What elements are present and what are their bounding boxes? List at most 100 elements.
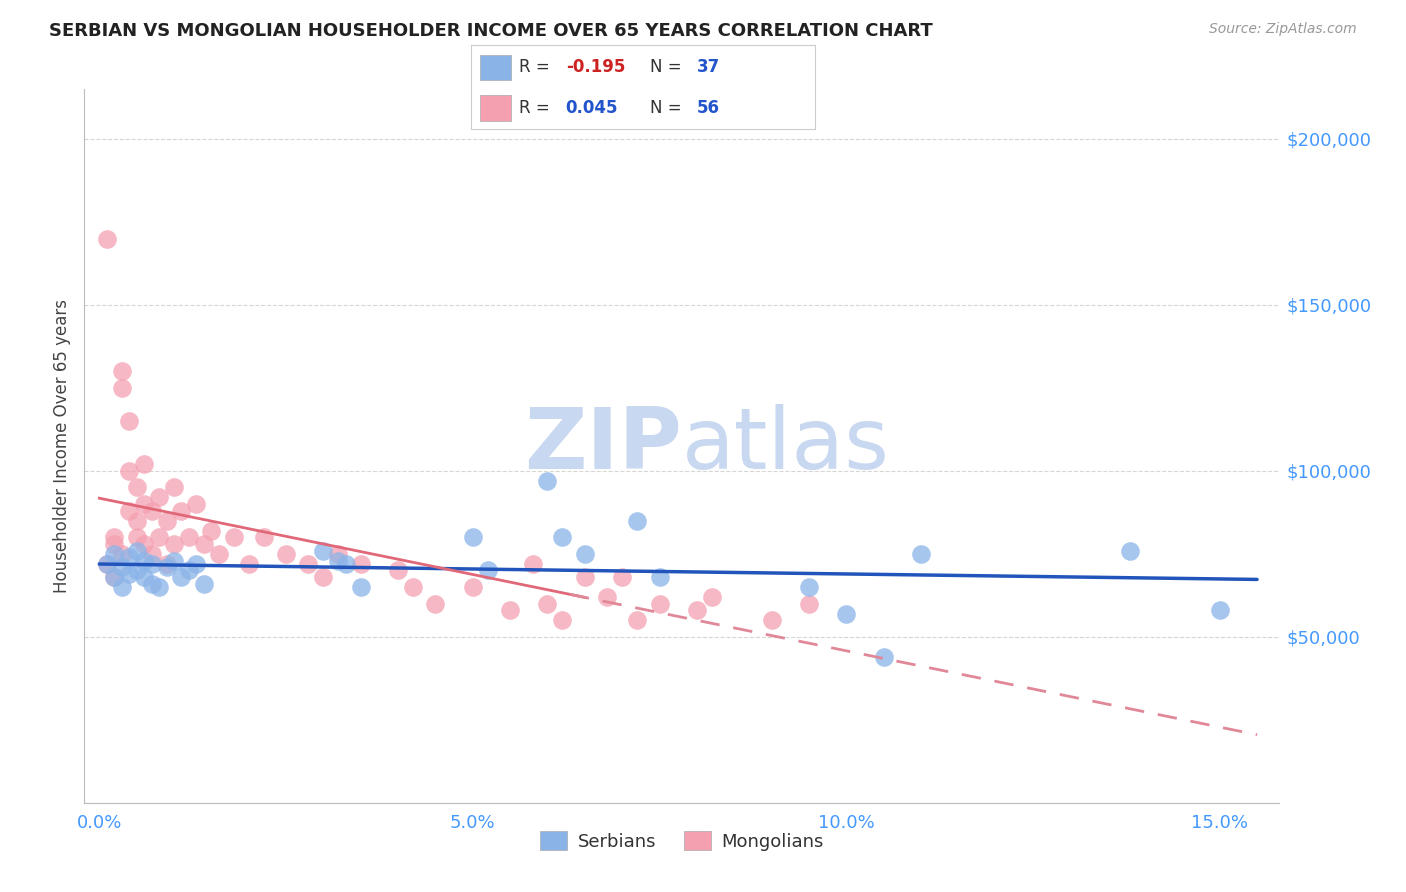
- Point: [686, 603, 709, 617]
- Point: [910, 547, 932, 561]
- Point: [148, 530, 170, 544]
- Point: [1209, 603, 1232, 617]
- Point: [148, 491, 170, 505]
- Point: [103, 530, 125, 544]
- Point: [477, 564, 499, 578]
- Text: -0.195: -0.195: [565, 59, 626, 77]
- Legend: Serbians, Mongolians: Serbians, Mongolians: [533, 824, 831, 858]
- Text: R =: R =: [519, 59, 555, 77]
- Text: N =: N =: [650, 99, 688, 117]
- Point: [163, 537, 186, 551]
- Point: [186, 497, 208, 511]
- Point: [111, 547, 134, 561]
- Point: [170, 504, 193, 518]
- Text: 56: 56: [696, 99, 720, 117]
- Point: [118, 550, 141, 565]
- Text: SERBIAN VS MONGOLIAN HOUSEHOLDER INCOME OVER 65 YEARS CORRELATION CHART: SERBIAN VS MONGOLIAN HOUSEHOLDER INCOME …: [49, 22, 934, 40]
- Point: [536, 597, 558, 611]
- Text: 0.045: 0.045: [565, 99, 619, 117]
- Point: [872, 649, 894, 664]
- Point: [118, 414, 141, 428]
- Text: atlas: atlas: [682, 404, 890, 488]
- Point: [141, 504, 163, 518]
- Point: [312, 543, 335, 558]
- Point: [125, 514, 148, 528]
- Point: [111, 364, 134, 378]
- Point: [177, 564, 200, 578]
- Point: [118, 566, 141, 581]
- Text: R =: R =: [519, 99, 555, 117]
- Point: [103, 547, 125, 561]
- Point: [132, 537, 156, 551]
- Point: [1119, 543, 1142, 558]
- Point: [141, 576, 163, 591]
- Point: [96, 557, 118, 571]
- Point: [297, 557, 319, 571]
- Point: [238, 557, 260, 571]
- Text: ZIP: ZIP: [524, 404, 682, 488]
- Point: [118, 464, 141, 478]
- Point: [797, 580, 820, 594]
- Point: [208, 547, 231, 561]
- Point: [132, 553, 156, 567]
- Point: [626, 514, 648, 528]
- Point: [132, 497, 156, 511]
- Point: [761, 613, 783, 627]
- Point: [103, 570, 125, 584]
- Text: Source: ZipAtlas.com: Source: ZipAtlas.com: [1209, 22, 1357, 37]
- Text: 37: 37: [696, 59, 720, 77]
- Point: [125, 530, 148, 544]
- Point: [551, 613, 574, 627]
- Point: [111, 560, 134, 574]
- Point: [141, 547, 163, 561]
- Point: [125, 543, 148, 558]
- Point: [335, 557, 357, 571]
- Point: [103, 537, 125, 551]
- Point: [350, 557, 373, 571]
- Point: [461, 580, 484, 594]
- Point: [499, 603, 522, 617]
- Point: [96, 231, 118, 245]
- Point: [163, 553, 186, 567]
- Point: [402, 580, 425, 594]
- Point: [170, 570, 193, 584]
- Point: [522, 557, 544, 571]
- Point: [312, 570, 335, 584]
- Point: [193, 537, 215, 551]
- Point: [125, 564, 148, 578]
- FancyBboxPatch shape: [479, 95, 510, 120]
- Point: [536, 474, 558, 488]
- Point: [111, 580, 134, 594]
- FancyBboxPatch shape: [479, 54, 510, 80]
- Point: [163, 481, 186, 495]
- Point: [626, 613, 648, 627]
- Point: [648, 570, 671, 584]
- Point: [574, 570, 596, 584]
- Point: [111, 381, 134, 395]
- Point: [274, 547, 297, 561]
- Point: [103, 570, 125, 584]
- Point: [132, 570, 156, 584]
- Point: [118, 504, 141, 518]
- Point: [700, 590, 723, 604]
- Point: [253, 530, 276, 544]
- Point: [141, 557, 163, 571]
- Point: [148, 580, 170, 594]
- Point: [350, 580, 373, 594]
- Text: N =: N =: [650, 59, 688, 77]
- Point: [155, 514, 177, 528]
- Point: [328, 547, 350, 561]
- Point: [222, 530, 245, 544]
- Point: [574, 547, 596, 561]
- Point: [96, 557, 118, 571]
- Point: [797, 597, 820, 611]
- Point: [461, 530, 484, 544]
- Point: [125, 481, 148, 495]
- Point: [835, 607, 858, 621]
- Point: [551, 530, 574, 544]
- Point: [648, 597, 671, 611]
- Y-axis label: Householder Income Over 65 years: Householder Income Over 65 years: [53, 299, 72, 593]
- Point: [328, 553, 350, 567]
- Point: [596, 590, 619, 604]
- Point: [177, 530, 200, 544]
